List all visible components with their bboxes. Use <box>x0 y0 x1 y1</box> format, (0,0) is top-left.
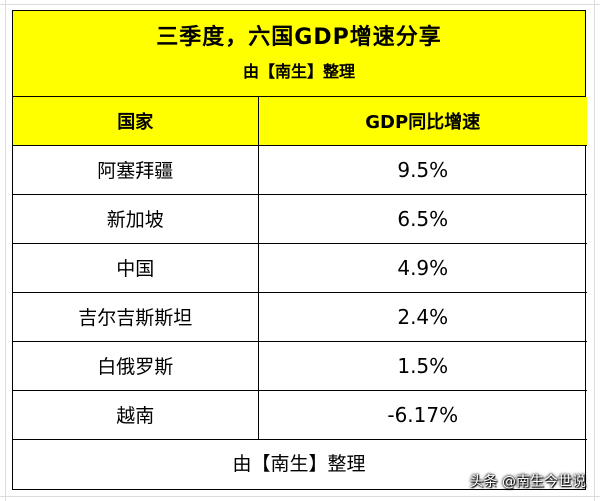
page-subtitle: 由【南生】整理 <box>242 62 355 81</box>
country-cell[interactable]: 吉尔吉斯斯坦 <box>13 292 258 342</box>
gridline <box>0 496 600 497</box>
growth-cell[interactable]: 9.5% <box>257 145 587 195</box>
growth-cell[interactable]: 2.4% <box>257 292 587 342</box>
watermark: 头条 @南生今世说 <box>469 474 586 490</box>
growth-cell[interactable]: 6.5% <box>257 194 587 244</box>
header-row: 国家 GDP同比增速 <box>13 97 587 146</box>
column-header-growth[interactable]: GDP同比增速 <box>257 97 587 146</box>
country-cell[interactable]: 越南 <box>13 390 258 440</box>
table-row: 中国 4.9% <box>13 243 587 293</box>
gridline <box>594 0 595 501</box>
gridline <box>5 0 6 501</box>
table-row: 新加坡 6.5% <box>13 194 587 244</box>
growth-cell[interactable]: -6.17% <box>257 390 587 440</box>
country-cell[interactable]: 白俄罗斯 <box>13 341 258 391</box>
country-cell[interactable]: 阿塞拜疆 <box>13 145 258 195</box>
gridline <box>0 4 600 5</box>
page-title: 三季度，六国GDP增速分享 <box>156 25 442 50</box>
country-cell[interactable]: 中国 <box>13 243 258 293</box>
table-row: 越南 -6.17% <box>13 390 587 440</box>
growth-cell[interactable]: 4.9% <box>257 243 587 293</box>
country-cell[interactable]: 新加坡 <box>13 194 258 244</box>
gdp-table: 国家 GDP同比增速 阿塞拜疆 9.5% 新加坡 6.5% 中国 4.9% 吉尔… <box>13 97 587 440</box>
table-row: 吉尔吉斯斯坦 2.4% <box>13 292 587 342</box>
table-row: 阿塞拜疆 9.5% <box>13 145 587 195</box>
footer-note[interactable]: 由【南生】整理 <box>232 452 366 475</box>
table-row: 白俄罗斯 1.5% <box>13 341 587 391</box>
growth-cell[interactable]: 1.5% <box>257 341 587 391</box>
spreadsheet-table: 三季度，六国GDP增速分享 由【南生】整理 国家 GDP同比增速 阿塞拜疆 9.… <box>12 10 587 490</box>
column-header-country[interactable]: 国家 <box>13 97 258 146</box>
title-banner[interactable]: 三季度，六国GDP增速分享 由【南生】整理 <box>13 11 585 97</box>
